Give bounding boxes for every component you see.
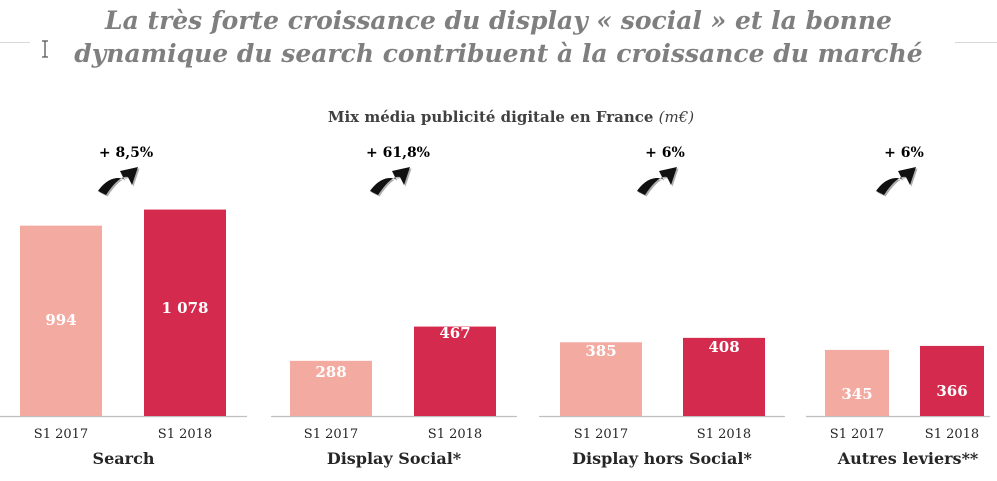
bar (683, 337, 765, 416)
growth-label: + 6% (884, 145, 924, 161)
title-rule-left (0, 42, 30, 43)
curved-up-arrow-icon (637, 167, 677, 195)
curved-up-arrow-icon (876, 167, 916, 195)
data-label: 345 (841, 385, 872, 403)
x-tick-label: S1 2017 (574, 427, 628, 442)
category-label: Autres leviers** (837, 449, 979, 468)
bar (20, 225, 102, 416)
curved-up-arrow-icon (370, 167, 410, 195)
data-label: 385 (585, 342, 616, 360)
bar (290, 360, 372, 416)
bar (825, 349, 889, 416)
x-tick-label: S1 2018 (158, 427, 212, 442)
page-title: La très forte croissance du display « so… (0, 4, 997, 70)
category-label: Display Social* (327, 449, 462, 468)
growth-label: + 6% (645, 145, 685, 161)
data-label: 408 (708, 338, 739, 356)
text-cursor-icon (42, 40, 48, 58)
data-label: 288 (315, 363, 346, 381)
bar (144, 209, 226, 416)
x-tick-label: S1 2017 (34, 427, 88, 442)
bar (414, 326, 496, 416)
x-tick-label: S1 2018 (697, 427, 751, 442)
category-label: Search (93, 449, 155, 468)
title-rule-right (955, 42, 997, 43)
title-line-1: La très forte croissance du display « so… (105, 6, 892, 35)
title-line-2: dynamique du search contribuent à la cro… (74, 39, 923, 68)
category-label: Display hors Social* (572, 449, 752, 468)
x-tick-label: S1 2017 (304, 427, 358, 442)
chart-unit: (m€) (658, 108, 695, 126)
x-tick-label: S1 2017 (830, 427, 884, 442)
data-label: 1 078 (162, 299, 209, 317)
growth-label: + 8,5% (99, 145, 153, 161)
data-label: 366 (936, 382, 967, 400)
data-label: 994 (45, 311, 76, 329)
bar (560, 342, 642, 416)
x-tick-label: S1 2018 (925, 427, 979, 442)
bar (920, 345, 984, 416)
chart-subtitle-text: Mix média publicité digitale en France (327, 108, 654, 126)
data-label: 467 (439, 324, 470, 342)
curved-up-arrow-icon (98, 167, 138, 195)
x-tick-label: S1 2018 (428, 427, 482, 442)
growth-label: + 61,8% (366, 145, 430, 161)
chart-subtitle: Mix média publicité digitale en France (… (0, 108, 997, 126)
